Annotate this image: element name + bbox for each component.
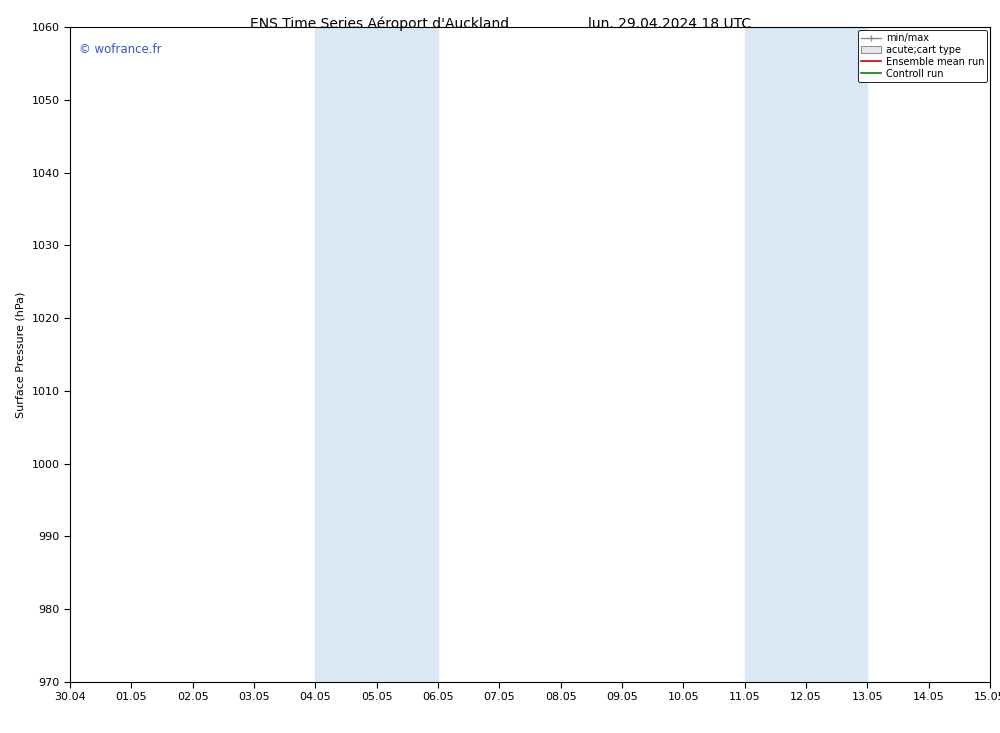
Bar: [745, 27, 806, 682]
Legend: min/max, acute;cart type, Ensemble mean run, Controll run: min/max, acute;cart type, Ensemble mean …: [858, 30, 987, 81]
Text: © wofrance.fr: © wofrance.fr: [79, 43, 162, 56]
Bar: [315, 27, 377, 682]
Y-axis label: Surface Pressure (hPa): Surface Pressure (hPa): [16, 291, 26, 418]
Bar: [806, 27, 867, 682]
Text: lun. 29.04.2024 18 UTC: lun. 29.04.2024 18 UTC: [588, 17, 752, 31]
Text: ENS Time Series Aéroport d'Auckland: ENS Time Series Aéroport d'Auckland: [250, 17, 510, 32]
Bar: [377, 27, 438, 682]
